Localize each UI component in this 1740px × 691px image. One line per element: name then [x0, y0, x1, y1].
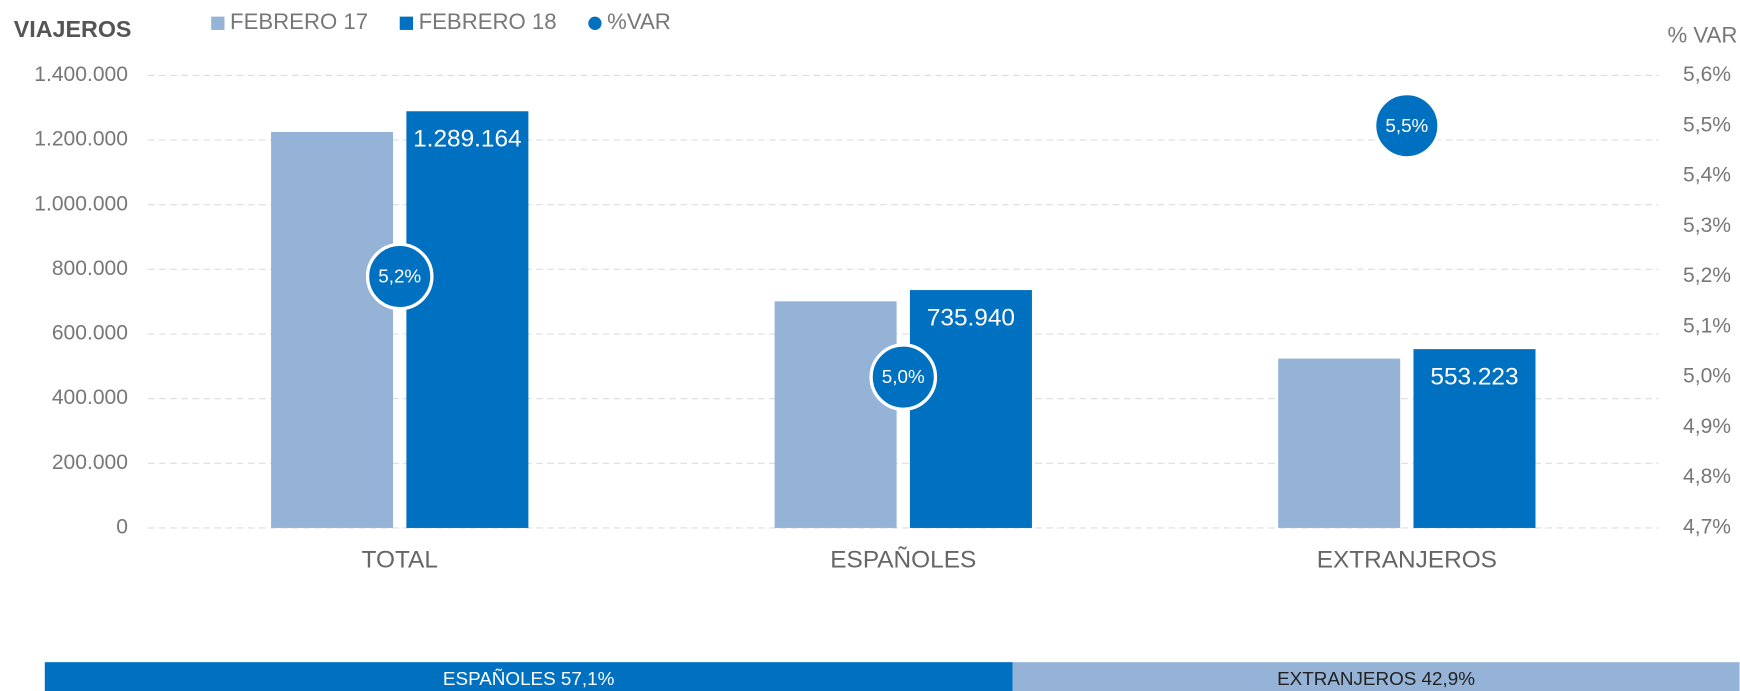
y-tick-label: 1.000.000 — [34, 192, 128, 215]
bar — [406, 111, 529, 528]
y2-tick-label: 5,1% — [1683, 314, 1731, 337]
bar — [909, 290, 1032, 528]
y2-tick-label: 4,9% — [1683, 415, 1731, 438]
y2-tick-label: 5,5% — [1683, 113, 1731, 136]
share-label: EXTRANJEROS 42,9% — [1277, 668, 1475, 689]
share-segment — [1012, 662, 1740, 691]
bar-value-label: 553.223 — [1430, 363, 1518, 390]
y-tick-label: 1.200.000 — [34, 128, 128, 151]
y2-tick-label: 5,6% — [1683, 63, 1731, 86]
share-segment — [44, 662, 1013, 691]
x-tick-label: EXTRANJEROS — [1317, 547, 1497, 574]
y-tick-label: 200.000 — [52, 451, 128, 474]
legend-marker — [588, 16, 602, 30]
y2-tick-label: 4,7% — [1683, 516, 1731, 539]
legend-marker — [211, 16, 225, 30]
bar — [1413, 349, 1536, 528]
var-marker — [869, 343, 938, 411]
y-tick-label: 600.000 — [52, 322, 128, 345]
var-marker — [365, 242, 434, 311]
var-label: 5,0% — [882, 366, 925, 387]
legend-marker — [399, 16, 414, 30]
y2-tick-label: 5,4% — [1683, 164, 1731, 187]
y2-tick-label: 4,8% — [1683, 465, 1731, 488]
x-tick-label: ESPAÑOLES — [830, 547, 976, 574]
var-label: 5,2% — [378, 266, 421, 287]
bar — [1278, 358, 1401, 528]
legend-label: FEBRERO 18 — [419, 9, 557, 34]
y-tick-label: 800.000 — [52, 257, 128, 280]
var-marker — [1372, 91, 1441, 160]
y2-tick-label: 5,3% — [1683, 214, 1731, 237]
y-tick-label: 0 — [116, 516, 128, 539]
y-tick-label: 1.400.000 — [34, 63, 128, 86]
legend-label: %VAR — [607, 9, 671, 34]
y-tick-label: 400.000 — [52, 386, 128, 409]
share-label: ESPAÑOLES 57,1% — [443, 668, 615, 689]
var-label: 5,5% — [1385, 115, 1428, 136]
bar — [774, 301, 897, 528]
y2-tick-label: 5,0% — [1683, 365, 1731, 388]
bar-value-label: 1.289.164 — [413, 126, 522, 153]
y2-axis-title: % VAR — [1668, 22, 1738, 47]
legend-label: FEBRERO 17 — [230, 9, 368, 34]
y-axis-title: VIAJEROS — [14, 16, 132, 42]
bar — [271, 131, 394, 528]
x-tick-label: TOTAL — [362, 547, 438, 574]
y2-tick-label: 5,2% — [1683, 264, 1731, 287]
bar-value-label: 735.940 — [927, 304, 1015, 331]
